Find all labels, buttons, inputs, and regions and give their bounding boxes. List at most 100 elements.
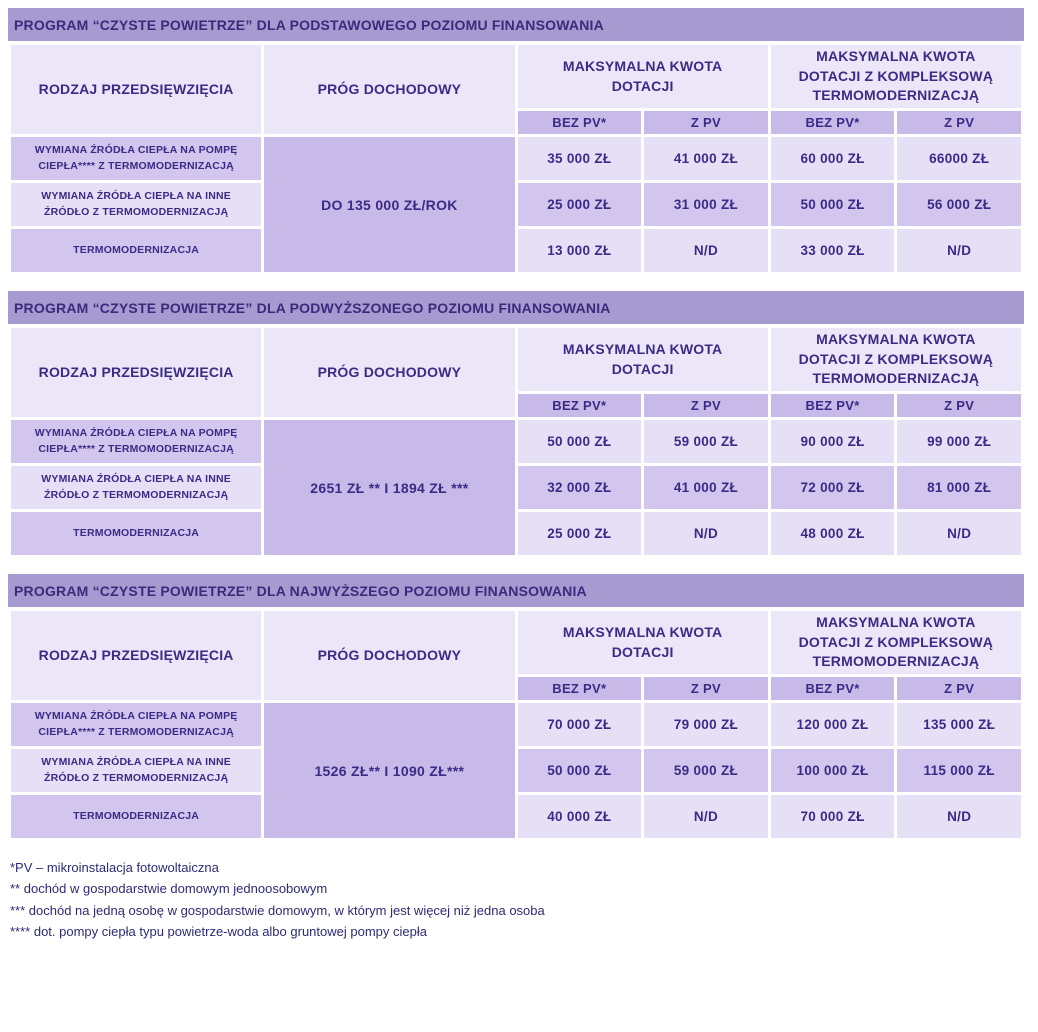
funding-table: RODZAJ PRZEDSIĘWZIĘCIA PRÓG DOCHODOWY MA… — [7, 608, 1025, 841]
value-cell: 41 000 ZŁ — [641, 134, 771, 183]
header-rodzaj-przedsiewziecia: RODZAJ PRZEDSIĘWZIĘCIA — [7, 325, 265, 420]
table-title-bar: PROGRAM “CZYSTE POWIETRZE” DLA PODWYŻSZO… — [8, 291, 1024, 324]
subheader-bez-pv: BEZ PV* — [514, 108, 645, 137]
table-title: PROGRAM “CZYSTE POWIETRZE” DLA NAJWYŻSZE… — [14, 582, 587, 599]
value-cell: N/D — [894, 792, 1024, 841]
value-cell: 60 000 ZŁ — [767, 134, 898, 183]
value-cell: 70 000 ZŁ — [767, 792, 898, 841]
subheader-z-pv: Z PV — [894, 391, 1024, 420]
header-maksymalna-kwota-dotacji-kompleksowa-text: MAKSYMALNA KWOTA DOTACJI Z KOMPLEKSOWĄ T… — [798, 614, 994, 670]
value-cell: 56 000 ZŁ — [894, 180, 1024, 229]
table-row-heat-pump: WYMIANA ŹRÓDŁA CIEPŁA NA POMPĘ CIEPŁA***… — [7, 134, 1024, 275]
table-title: PROGRAM “CZYSTE POWIETRZE” DLA PODSTAWOW… — [14, 16, 604, 33]
header-maksymalna-kwota-dotacji-text: MAKSYMALNA KWOTA DOTACJI — [562, 340, 723, 377]
value-cell: 13 000 ZŁ — [514, 226, 645, 275]
value-cell: 120 000 ZŁ — [767, 700, 898, 749]
subheader-bez-pv: BEZ PV* — [514, 391, 645, 420]
header-maksymalna-kwota-dotacji-kompleksowa: MAKSYMALNA KWOTA DOTACJI Z KOMPLEKSOWĄ T… — [767, 325, 1025, 394]
footnote-pv: *PV – mikroinstalacja fotowoltaiczna — [10, 860, 219, 875]
value-cell: 81 000 ZŁ — [894, 463, 1024, 512]
header-maksymalna-kwota-dotacji-kompleksowa-text: MAKSYMALNA KWOTA DOTACJI Z KOMPLEKSOWĄ T… — [798, 331, 994, 387]
value-cell: 25 000 ZŁ — [514, 180, 645, 229]
tables-root: PROGRAM “CZYSTE POWIETRZE” DLA PODSTAWOW… — [7, 8, 1025, 841]
value-cell: 50 000 ZŁ — [514, 417, 645, 466]
program-section: PROGRAM “CZYSTE POWIETRZE” DLA PODSTAWOW… — [7, 8, 1025, 275]
row-label: TERMOMODERNIZACJA — [7, 509, 265, 558]
row-label: WYMIANA ŹRÓDŁA CIEPŁA NA INNE ŹRÓDŁO Z T… — [7, 180, 265, 229]
table-row-termomodernizacja: TERMOMODERNIZACJA 13 000 ZŁ N/D 33 000 Z… — [7, 226, 1024, 275]
table-title-bar: PROGRAM “CZYSTE POWIETRZE” DLA PODSTAWOW… — [8, 8, 1024, 41]
header-row: RODZAJ PRZEDSIĘWZIĘCIA PRÓG DOCHODOWY MA… — [7, 325, 1025, 420]
value-cell: 32 000 ZŁ — [514, 463, 645, 512]
table-title-bar: PROGRAM “CZYSTE POWIETRZE” DLA NAJWYŻSZE… — [8, 574, 1024, 607]
value-cell: 35 000 ZŁ — [514, 134, 645, 183]
row-label: WYMIANA ŹRÓDŁA CIEPŁA NA POMPĘ CIEPŁA***… — [7, 417, 265, 466]
funding-table: RODZAJ PRZEDSIĘWZIĘCIA PRÓG DOCHODOWY MA… — [7, 42, 1025, 275]
value-cell: 79 000 ZŁ — [641, 700, 771, 749]
value-cell: 72 000 ZŁ — [767, 463, 898, 512]
subheader-bez-pv: BEZ PV* — [767, 674, 898, 703]
value-cell: 66000 ZŁ — [894, 134, 1024, 183]
value-cell: 40 000 ZŁ — [514, 792, 645, 841]
table-title: PROGRAM “CZYSTE POWIETRZE” DLA PODWYŻSZO… — [14, 299, 611, 316]
footnote-single-household: ** dochód w gospodarstwie domowym jednoo… — [10, 881, 328, 897]
income-threshold-cell: 1526 ZŁ** I 1090 ZŁ*** — [261, 700, 518, 841]
subheader-row: BEZ PV* Z PV BEZ PV* Z PV — [10, 674, 1024, 703]
row-label: WYMIANA ŹRÓDŁA CIEPŁA NA POMPĘ CIEPŁA***… — [7, 134, 265, 183]
header-maksymalna-kwota-dotacji-kompleksowa: MAKSYMALNA KWOTA DOTACJI Z KOMPLEKSOWĄ T… — [767, 608, 1025, 677]
value-cell: N/D — [641, 226, 771, 275]
page: PROGRAM “CZYSTE POWIETRZE” DLA PODSTAWOW… — [7, 8, 1025, 943]
subheader-z-pv: Z PV — [641, 391, 771, 420]
table-row-heat-pump: WYMIANA ŹRÓDŁA CIEPŁA NA POMPĘ CIEPŁA***… — [7, 700, 1024, 841]
header-rodzaj-przedsiewziecia: RODZAJ PRZEDSIĘWZIĘCIA — [7, 42, 265, 137]
value-cell: 33 000 ZŁ — [767, 226, 898, 275]
table-row-other-source: WYMIANA ŹRÓDŁA CIEPŁA NA INNE ŹRÓDŁO Z T… — [7, 180, 1024, 229]
value-cell: 31 000 ZŁ — [641, 180, 771, 229]
program-section: PROGRAM “CZYSTE POWIETRZE” DLA PODWYŻSZO… — [7, 291, 1025, 558]
subheader-z-pv: Z PV — [894, 108, 1024, 137]
value-cell: 50 000 ZŁ — [514, 746, 645, 795]
subheader-bez-pv: BEZ PV* — [767, 108, 898, 137]
value-cell: 59 000 ZŁ — [641, 417, 771, 466]
program-section: PROGRAM “CZYSTE POWIETRZE” DLA NAJWYŻSZE… — [7, 574, 1025, 841]
header-maksymalna-kwota-dotacji-kompleksowa: MAKSYMALNA KWOTA DOTACJI Z KOMPLEKSOWĄ T… — [767, 42, 1025, 111]
table-row-termomodernizacja: TERMOMODERNIZACJA 25 000 ZŁ N/D 48 000 Z… — [7, 509, 1024, 558]
income-threshold-cell: 2651 ZŁ ** I 1894 ZŁ *** — [261, 417, 518, 558]
header-prog-dochodowy: PRÓG DOCHODOWY — [261, 42, 518, 137]
row-label: TERMOMODERNIZACJA — [7, 792, 265, 841]
footnote-heat-pump: **** dot. pompy ciepła typu powietrze-wo… — [10, 924, 427, 940]
footnote-multi-household: *** dochód na jedną osobę w gospodarstwi… — [10, 902, 545, 918]
value-cell: 90 000 ZŁ — [767, 417, 898, 466]
value-cell: 99 000 ZŁ — [894, 417, 1024, 466]
value-cell: 50 000 ZŁ — [767, 180, 898, 229]
table-row-heat-pump: WYMIANA ŹRÓDŁA CIEPŁA NA POMPĘ CIEPŁA***… — [7, 417, 1024, 558]
header-row: RODZAJ PRZEDSIĘWZIĘCIA PRÓG DOCHODOWY MA… — [7, 608, 1025, 703]
header-prog-dochodowy: PRÓG DOCHODOWY — [261, 608, 518, 703]
header-maksymalna-kwota-dotacji-text: MAKSYMALNA KWOTA DOTACJI — [562, 57, 723, 94]
row-label: WYMIANA ŹRÓDŁA CIEPŁA NA INNE ŹRÓDŁO Z T… — [7, 746, 265, 795]
subheader-z-pv: Z PV — [641, 674, 771, 703]
header-rodzaj-przedsiewziecia: RODZAJ PRZEDSIĘWZIĘCIA — [7, 608, 265, 703]
row-label: WYMIANA ŹRÓDŁA CIEPŁA NA POMPĘ CIEPŁA***… — [7, 700, 265, 749]
header-maksymalna-kwota-dotacji: MAKSYMALNA KWOTA DOTACJI — [514, 608, 771, 677]
subheader-row: BEZ PV* Z PV BEZ PV* Z PV — [10, 108, 1024, 137]
header-prog-dochodowy: PRÓG DOCHODOWY — [261, 325, 518, 420]
income-threshold-cell: DO 135 000 ZŁ/ROK — [261, 134, 518, 275]
value-cell: N/D — [641, 509, 771, 558]
value-cell: N/D — [641, 792, 771, 841]
value-cell: 100 000 ZŁ — [767, 746, 898, 795]
subheader-row: BEZ PV* Z PV BEZ PV* Z PV — [10, 391, 1024, 420]
subheader-z-pv: Z PV — [894, 674, 1024, 703]
footnotes: *PV – mikroinstalacja fotowoltaiczna ** … — [8, 857, 1024, 943]
header-maksymalna-kwota-dotacji-text: MAKSYMALNA KWOTA DOTACJI — [562, 623, 723, 660]
header-maksymalna-kwota-dotacji: MAKSYMALNA KWOTA DOTACJI — [514, 325, 771, 394]
value-cell: 115 000 ZŁ — [894, 746, 1024, 795]
value-cell: 59 000 ZŁ — [641, 746, 771, 795]
value-cell: 135 000 ZŁ — [894, 700, 1024, 749]
value-cell: 70 000 ZŁ — [514, 700, 645, 749]
value-cell: 41 000 ZŁ — [641, 463, 771, 512]
value-cell: N/D — [894, 509, 1024, 558]
subheader-z-pv: Z PV — [641, 108, 771, 137]
value-cell: N/D — [894, 226, 1024, 275]
subheader-bez-pv: BEZ PV* — [514, 674, 645, 703]
